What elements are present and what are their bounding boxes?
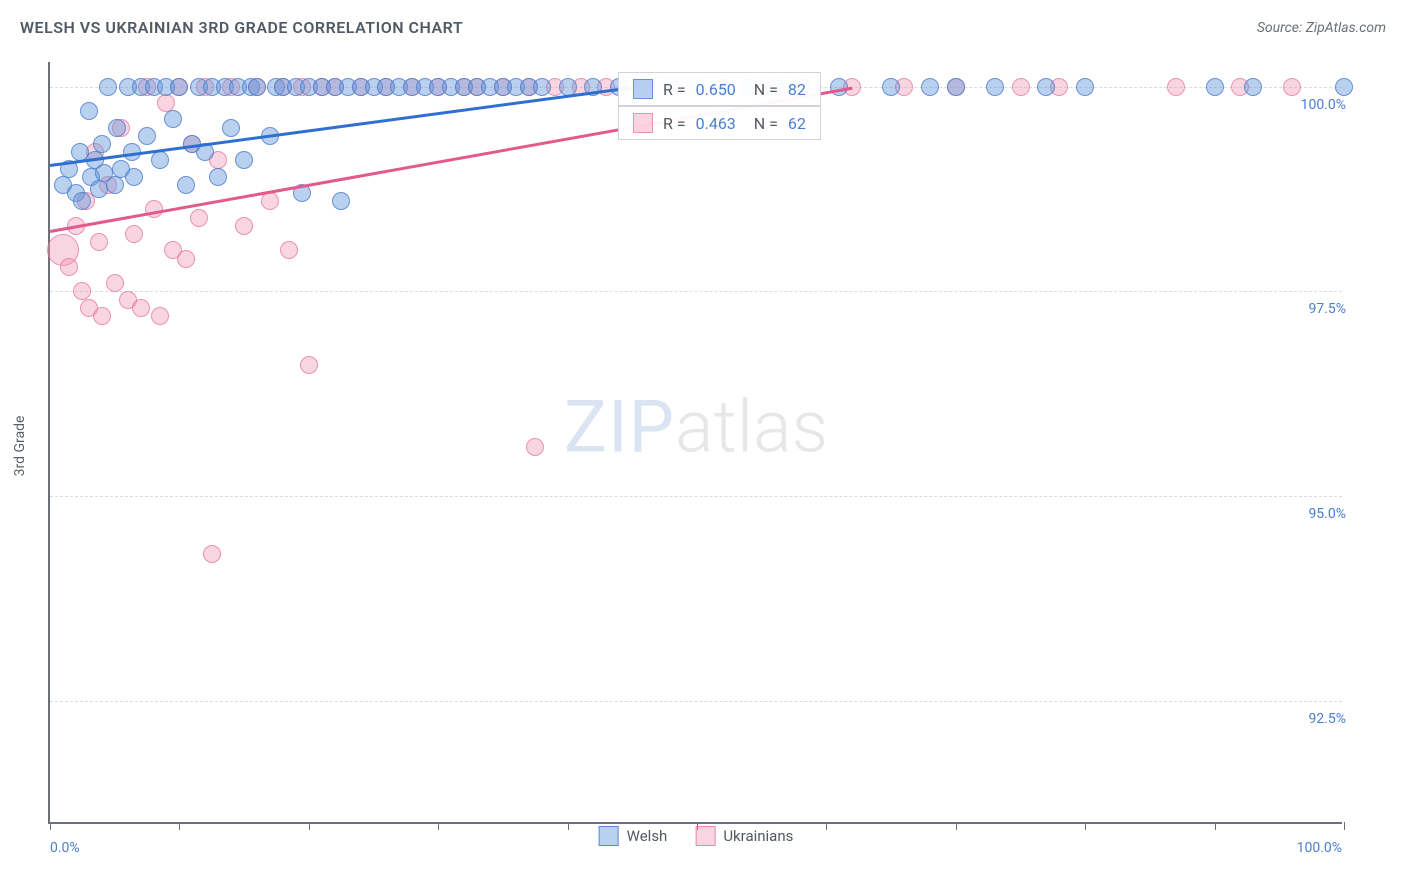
- stat-n-value: 82: [788, 80, 806, 99]
- stat-n-value: 62: [788, 114, 806, 133]
- data-point: [157, 94, 175, 112]
- x-axis-end-label: 100.0%: [1297, 840, 1342, 856]
- data-point: [526, 438, 544, 456]
- data-point: [151, 307, 169, 325]
- y-tick-label: 92.5%: [1286, 711, 1346, 727]
- trend-line: [50, 87, 633, 167]
- gridline: [50, 291, 1342, 292]
- data-point: [60, 258, 78, 276]
- x-tick: [956, 822, 957, 830]
- data-point: [90, 233, 108, 251]
- data-point: [261, 192, 279, 210]
- data-point: [533, 78, 551, 96]
- gridline: [50, 496, 1342, 497]
- legend-swatch: [599, 826, 619, 846]
- data-point: [106, 274, 124, 292]
- data-point: [73, 282, 91, 300]
- data-point: [170, 78, 188, 96]
- data-point: [125, 225, 143, 243]
- data-point: [921, 78, 939, 96]
- x-tick: [1085, 822, 1086, 830]
- x-tick: [309, 822, 310, 830]
- data-point: [986, 78, 1004, 96]
- data-point: [280, 241, 298, 259]
- x-tick: [50, 822, 51, 830]
- data-point: [164, 110, 182, 128]
- stat-n-label: N =: [746, 80, 778, 99]
- data-point: [235, 151, 253, 169]
- y-tick-label: 95.0%: [1286, 506, 1346, 522]
- data-point: [151, 151, 169, 169]
- stat-r-label: R =: [663, 114, 686, 133]
- data-point: [235, 217, 253, 235]
- x-tick: [1344, 822, 1345, 830]
- series-swatch: [633, 79, 653, 99]
- data-point: [93, 307, 111, 325]
- source-attribution: Source: ZipAtlas.com: [1257, 20, 1386, 36]
- correlation-stat-box: R = 0.463 N = 62: [618, 106, 821, 140]
- y-tick-label: 97.5%: [1286, 301, 1346, 317]
- data-point: [177, 176, 195, 194]
- stat-n-label: N =: [746, 114, 778, 133]
- legend-label: Welsh: [627, 827, 668, 845]
- data-point: [882, 78, 900, 96]
- x-tick: [568, 822, 569, 830]
- y-tick-label: 100.0%: [1286, 97, 1346, 113]
- data-point: [1283, 78, 1301, 96]
- chart-area: ZIPatlas 92.5%95.0%97.5%100.0%0.0%100.0%…: [48, 62, 1388, 824]
- data-point: [1167, 78, 1185, 96]
- data-point: [108, 119, 126, 137]
- data-point: [99, 78, 117, 96]
- data-point: [80, 102, 98, 120]
- data-point: [190, 209, 208, 227]
- data-point: [1012, 78, 1030, 96]
- data-point: [93, 135, 111, 153]
- data-point: [1335, 78, 1353, 96]
- legend-swatch: [695, 826, 715, 846]
- data-point: [1244, 78, 1262, 96]
- data-point: [138, 127, 156, 145]
- data-point: [203, 545, 221, 563]
- data-point: [1037, 78, 1055, 96]
- watermark-zip: ZIP: [564, 384, 675, 469]
- chart-title: WELSH VS UKRAINIAN 3RD GRADE CORRELATION…: [20, 18, 463, 37]
- series-swatch: [633, 113, 653, 133]
- x-tick: [179, 822, 180, 830]
- data-point: [830, 78, 848, 96]
- gridline: [50, 701, 1342, 702]
- data-point: [332, 192, 350, 210]
- stat-r-label: R =: [663, 80, 686, 99]
- data-point: [132, 299, 150, 317]
- data-point: [106, 176, 124, 194]
- data-point: [947, 78, 965, 96]
- watermark-atlas: atlas: [675, 384, 828, 469]
- data-point: [222, 119, 240, 137]
- data-point: [209, 168, 227, 186]
- legend-label: Ukrainians: [723, 827, 793, 845]
- data-point: [248, 78, 266, 96]
- stat-r-value: 0.650: [696, 80, 736, 99]
- x-tick: [1215, 822, 1216, 830]
- y-axis-title: 3rd Grade: [12, 416, 28, 477]
- stat-r-value: 0.463: [696, 114, 736, 133]
- watermark: ZIPatlas: [564, 384, 828, 469]
- data-point: [1206, 78, 1224, 96]
- correlation-stat-box: R = 0.650 N = 82: [618, 72, 821, 106]
- x-tick: [438, 822, 439, 830]
- x-axis-start-label: 0.0%: [50, 840, 80, 856]
- plot-area: ZIPatlas 92.5%95.0%97.5%100.0%0.0%100.0%…: [48, 62, 1342, 824]
- x-tick: [826, 822, 827, 830]
- data-point: [73, 192, 91, 210]
- data-point: [177, 250, 195, 268]
- data-point: [125, 168, 143, 186]
- data-point: [300, 356, 318, 374]
- data-point: [1076, 78, 1094, 96]
